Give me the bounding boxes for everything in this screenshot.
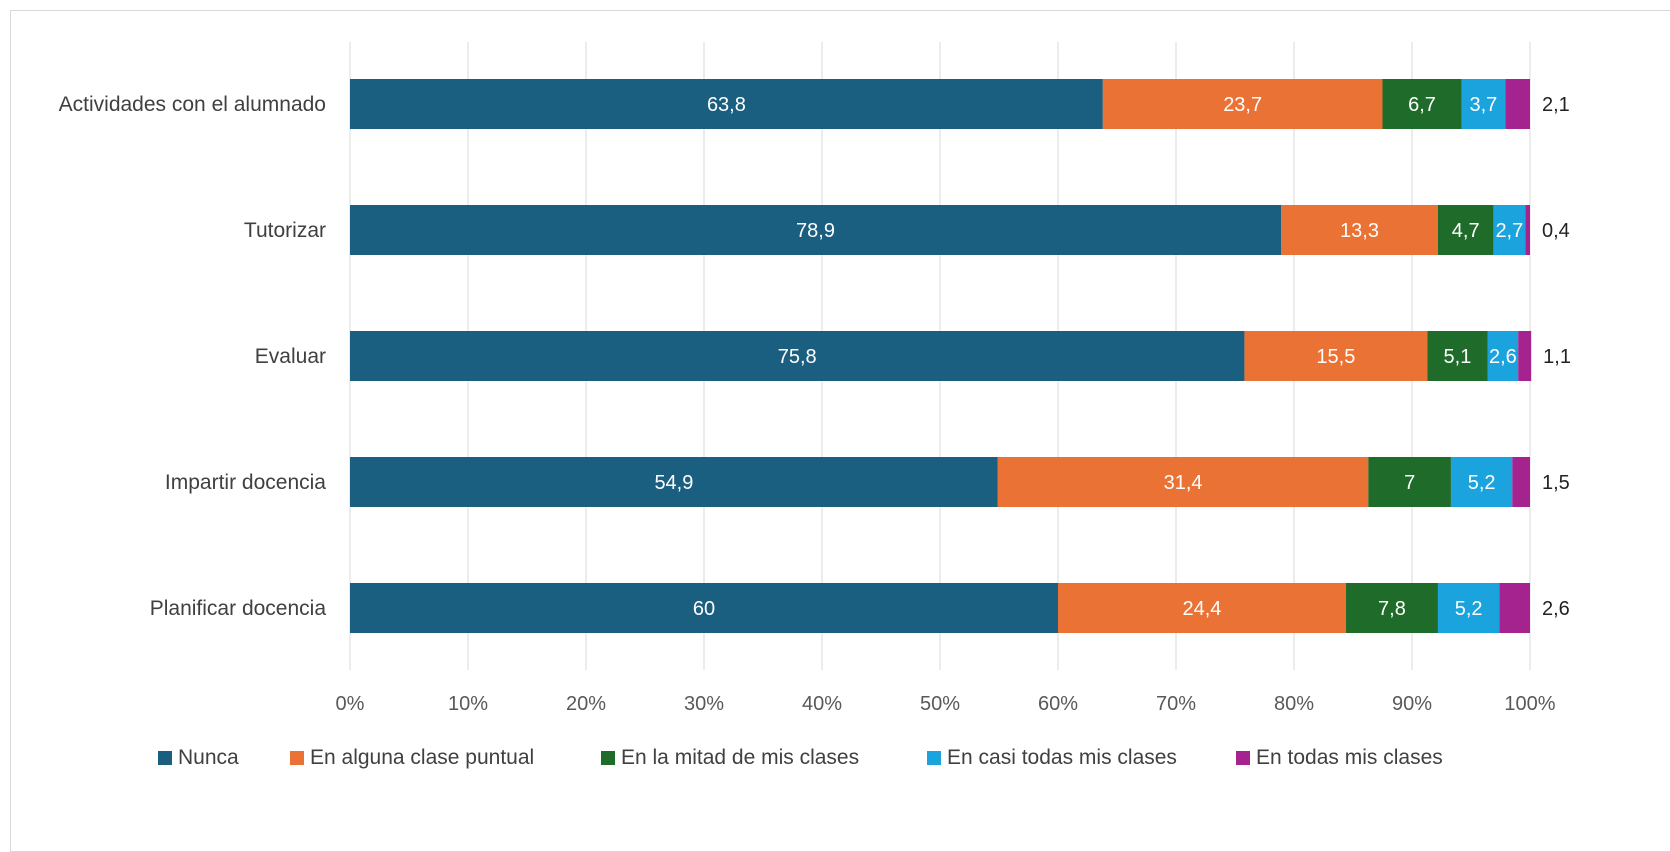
data-label: 60 — [693, 598, 715, 620]
bar-segment — [1518, 331, 1531, 381]
x-tick-label: 90% — [1392, 693, 1432, 715]
data-label: 63,8 — [707, 94, 746, 116]
data-label: 6,7 — [1408, 94, 1436, 116]
data-label: 2,6 — [1542, 598, 1570, 620]
legend-label: En la mitad de mis clases — [621, 746, 859, 769]
data-label: 2,1 — [1542, 94, 1570, 116]
data-label: 5,2 — [1468, 472, 1496, 494]
x-tick-label: 0% — [336, 693, 365, 715]
x-tick-label: 50% — [920, 693, 960, 715]
legend-label: En casi todas mis clases — [947, 746, 1177, 769]
y-tick-label: Actividades con el alumnado — [59, 93, 326, 116]
legend-label: En todas mis clases — [1256, 746, 1443, 769]
data-label: 78,9 — [796, 220, 835, 242]
data-label: 7 — [1404, 472, 1415, 494]
x-tick-label: 60% — [1038, 693, 1078, 715]
y-tick-label: Impartir docencia — [165, 471, 326, 494]
data-label: 24,4 — [1182, 598, 1221, 620]
legend-swatch — [1236, 751, 1250, 765]
x-tick-label: 10% — [448, 693, 488, 715]
bar-segment — [1499, 583, 1530, 633]
data-label: 13,3 — [1340, 220, 1379, 242]
bar-segment — [1505, 79, 1530, 129]
x-tick-label: 20% — [566, 693, 606, 715]
x-tick-label: 40% — [802, 693, 842, 715]
data-label: 0,4 — [1542, 220, 1570, 242]
x-tick-label: 70% — [1156, 693, 1196, 715]
data-label: 3,7 — [1469, 94, 1497, 116]
data-label: 54,9 — [654, 472, 693, 494]
data-label: 2,7 — [1495, 220, 1523, 242]
y-tick-label: Planificar docencia — [150, 597, 327, 620]
data-label: 31,4 — [1164, 472, 1203, 494]
legend-label: Nunca — [178, 746, 239, 769]
data-label: 4,7 — [1452, 220, 1480, 242]
legend-swatch — [158, 751, 172, 765]
data-label: 7,8 — [1378, 598, 1406, 620]
data-label: 1,5 — [1542, 472, 1570, 494]
data-label: 2,6 — [1489, 346, 1517, 368]
bar-segment — [1525, 205, 1530, 255]
data-label: 75,8 — [778, 346, 817, 368]
x-tick-label: 80% — [1274, 693, 1314, 715]
x-tick-label: 30% — [684, 693, 724, 715]
legend-swatch — [601, 751, 615, 765]
data-label: 15,5 — [1316, 346, 1355, 368]
data-label: 23,7 — [1223, 94, 1262, 116]
x-tick-label: 100% — [1504, 693, 1555, 715]
data-label: 1,1 — [1543, 346, 1571, 368]
legend-swatch — [290, 751, 304, 765]
legend-label: En alguna clase puntual — [310, 746, 534, 769]
legend-swatch — [927, 751, 941, 765]
data-label: 5,2 — [1455, 598, 1483, 620]
y-tick-label: Evaluar — [255, 345, 326, 368]
y-tick-label: Tutorizar — [244, 219, 326, 242]
data-label: 5,1 — [1444, 346, 1472, 368]
bar-segment — [1512, 457, 1530, 507]
